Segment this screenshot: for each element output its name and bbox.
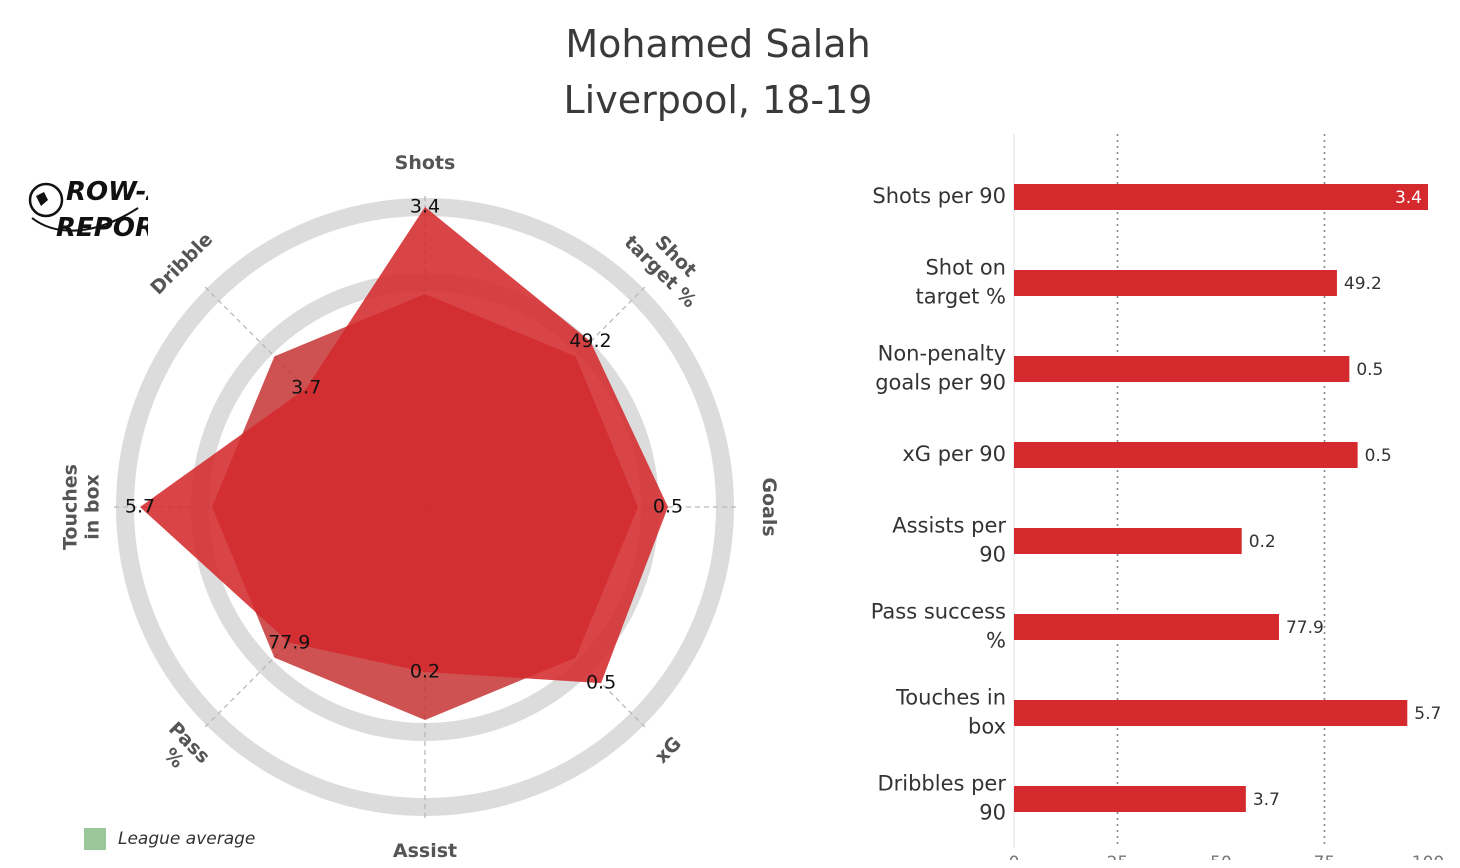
bar (1014, 528, 1242, 554)
radar-axis-label: Goals (759, 477, 781, 536)
bar (1014, 700, 1408, 726)
legend-swatch (84, 828, 106, 850)
bar-category-label: Touches in box (895, 685, 1006, 738)
legend-label: League average (118, 829, 256, 849)
x-tick-label: 25 (1107, 853, 1129, 860)
bar-value-label: 0.2 (1249, 532, 1276, 552)
radar-axis-label: Shots (395, 152, 456, 174)
bar (1014, 786, 1246, 812)
legend: League average (84, 828, 255, 850)
row-z-report-logo: ROW-Z REPORT (28, 177, 148, 243)
radar-value-label: 49.2 (569, 330, 611, 352)
radar-value-label: 0.5 (653, 496, 683, 518)
bar-category-label: xG per 90 (902, 442, 1006, 466)
title-team-season: Liverpool, 18-19 (563, 78, 873, 122)
x-tick-label: 50 (1210, 853, 1232, 860)
bar-category-label: Dribbles per 90 (877, 771, 1006, 824)
bar-chart: 3.4 Shots per 90 49.2 Shot on target % 0.5 Non… (871, 134, 1444, 860)
radar-axis-label: Touchesin box (59, 464, 103, 550)
bar-value-label: 49.2 (1344, 274, 1382, 294)
radar-axis-label: Assist (393, 840, 457, 862)
player-area (140, 207, 668, 684)
x-tick-label: 0 (1009, 853, 1020, 860)
radar-value-label: 3.7 (291, 377, 321, 399)
radar-value-label: 0.2 (410, 661, 440, 683)
bar-category-label: Pass success% (871, 599, 1006, 652)
bar (1014, 356, 1350, 382)
radar-value-label: 0.5 (586, 672, 616, 694)
logo-text-bottom: REPORT (56, 213, 148, 243)
title-player: Mohamed Salah (565, 22, 871, 66)
radar-value-label: 77.9 (268, 631, 310, 653)
radar-chart: 3.449.20.50.50.277.95.73.7ShotsShottarge… (59, 152, 781, 862)
radar-value-label: 5.7 (125, 496, 155, 518)
bar (1014, 614, 1279, 640)
bar-value-label: 3.4 (1395, 188, 1422, 208)
x-tick-label: 75 (1314, 853, 1336, 860)
bar-value-label: 3.7 (1253, 790, 1280, 810)
x-tick-label: 100 (1412, 853, 1444, 860)
bar-category-label: Shots per 90 (872, 184, 1006, 208)
bar-category-label: Non-penalty goals per 90 (875, 341, 1006, 394)
bar-category-label: Assists per 90 (892, 513, 1006, 566)
bar-value-label: 0.5 (1356, 360, 1383, 380)
bar-value-label: 77.9 (1286, 618, 1324, 638)
radar-axis-label: xG (650, 732, 685, 767)
bar (1014, 270, 1337, 296)
chart-title: Mohamed Salah Liverpool, 18-19 (0, 16, 1436, 128)
bar (1014, 442, 1358, 468)
bar-value-label: 0.5 (1365, 446, 1392, 466)
radar-value-label: 3.4 (410, 196, 440, 218)
bar (1014, 184, 1428, 210)
bar-value-label: 5.7 (1414, 704, 1441, 724)
radar-axis-label: Pass% (149, 717, 215, 783)
logo-text-top: ROW-Z (66, 177, 148, 207)
bar-category-label: Shot on target % (916, 255, 1006, 308)
